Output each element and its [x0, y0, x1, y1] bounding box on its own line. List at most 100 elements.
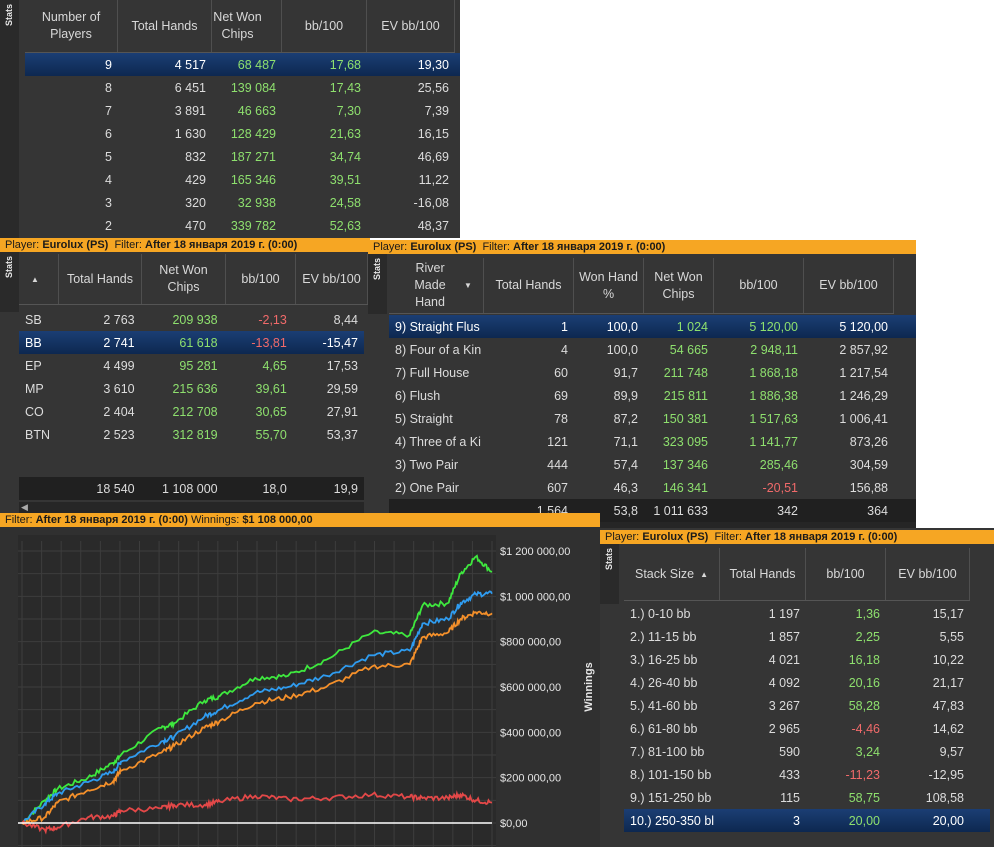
table-row[interactable]: 8) Four of a Kin 4 100,0 54 665 2 948,11 2 85…: [389, 338, 916, 361]
table-cell: 6.) 61-80 bb: [630, 721, 698, 736]
col-bb100[interactable]: bb/100: [226, 254, 296, 304]
table-row[interactable]: CO 2 404 212 708 30,65 27,91: [19, 400, 364, 423]
stats-side-tab[interactable]: Stats: [600, 544, 619, 604]
col-bb100[interactable]: bb/100: [282, 0, 367, 52]
table-row[interactable]: 7 3 891 46 663 7,30 7,39: [25, 99, 460, 122]
table-row[interactable]: 5 832 187 271 34,74 46,69: [25, 145, 460, 168]
players-rows: 9 4 517 68 487 17,68 19,30 8 6 451 139 084 17,43…: [25, 53, 460, 237]
table-row[interactable]: 6 1 630 128 429 21,63 16,15: [25, 122, 460, 145]
table-cell: 9) Straight Flus: [395, 319, 480, 334]
table-cell: 4,65: [262, 358, 287, 373]
table-cell: 873,26: [849, 434, 888, 449]
table-cell: 54 665: [669, 342, 708, 357]
players-panel: Stats Number of Players Total Hands Net …: [0, 0, 460, 238]
table-row[interactable]: 2) One Pair 607 46,3 146 341 -20,51 156,88: [389, 476, 916, 499]
position-horizontal-scrollbar[interactable]: ◀: [19, 502, 364, 513]
table-cell: 590: [779, 744, 800, 759]
table-row[interactable]: 6.) 61-80 bb 2 965 -4,46 14,62: [624, 717, 990, 740]
table-row[interactable]: EP 4 499 95 281 4,65 17,53: [19, 354, 364, 377]
position-totals: 18 540 1 108 000 18,0 19,9: [19, 477, 364, 500]
table-cell: 1 217,54: [839, 365, 888, 380]
table-row[interactable]: 4) Three of a Ki 121 71,1 323 095 1 141,77 87…: [389, 430, 916, 453]
table-row[interactable]: 9) Straight Flus 1 100,0 1 024 5 120,00 5 120…: [389, 315, 916, 338]
table-row[interactable]: 3) Two Pair 444 57,4 137 346 285,46 304,59: [389, 453, 916, 476]
table-cell: 1 630: [174, 126, 206, 141]
table-cell: 100,0: [606, 342, 638, 357]
table-cell: 7,30: [336, 103, 361, 118]
table-row[interactable]: 10.) 250-350 bl 3 20,00 20,00: [624, 809, 990, 832]
scroll-left-icon[interactable]: ◀: [21, 502, 28, 512]
table-row[interactable]: 3.) 16-25 bb 4 021 16,18 10,22: [624, 648, 990, 671]
col-total-hands[interactable]: Total Hands: [59, 254, 142, 304]
table-cell: 2: [105, 218, 112, 233]
table-row[interactable]: 7) Full House 60 91,7 211 748 1 868,18 1 217,…: [389, 361, 916, 384]
sort-up-icon: ▲: [31, 274, 39, 284]
table-row[interactable]: MP 3 610 215 636 39,61 29,59: [19, 377, 364, 400]
table-row[interactable]: 4 429 165 346 39,51 11,22: [25, 168, 460, 191]
col-number-of-players[interactable]: Number of Players: [25, 0, 118, 52]
col-ev-bb100[interactable]: EV bb/100: [804, 258, 894, 313]
table-row[interactable]: SB 2 763 209 938 -2,13 8,44: [19, 308, 364, 331]
stats-side-tab[interactable]: Stats: [0, 252, 19, 312]
table-row[interactable]: 7.) 81-100 bb 590 3,24 9,57: [624, 740, 990, 763]
col-bb100[interactable]: bb/100: [806, 548, 886, 600]
stats-side-tab[interactable]: Stats: [0, 0, 19, 238]
table-row[interactable]: 2 470 339 782 52,63 48,37: [25, 214, 460, 237]
table-cell: 4 092: [768, 675, 800, 690]
col-net-won-chips[interactable]: Net Won Chips: [212, 0, 282, 52]
table-cell: 4 021: [768, 652, 800, 667]
table-row[interactable]: 4.) 26-40 bb 4 092 20,16 21,17: [624, 671, 990, 694]
col-won-hand-pct[interactable]: Won Hand %: [574, 258, 644, 313]
col-total-hands[interactable]: Total Hands: [720, 548, 806, 600]
table-cell: 15,17: [932, 606, 964, 621]
table-cell: 137 346: [662, 457, 708, 472]
col-stack-size[interactable]: Stack Size ▲: [624, 548, 720, 600]
table-cell: 46,69: [417, 149, 449, 164]
table-row[interactable]: 3 320 32 938 24,58 -16,08: [25, 191, 460, 214]
col-ev-bb100[interactable]: EV bb/100: [296, 254, 368, 304]
col-total-hands[interactable]: Total Hands: [118, 0, 212, 52]
table-row[interactable]: 8.) 101-150 bb 433 -11,23 -12,95: [624, 763, 990, 786]
table-cell: 25,56: [417, 80, 449, 95]
table-cell: 8,44: [333, 312, 358, 327]
col-position[interactable]: ▲: [19, 254, 59, 304]
table-cell: 115: [780, 790, 800, 805]
table-cell: 215 811: [663, 388, 708, 403]
winnings-graph: $1 200 000,00 $1 000 000,00 $800 000,00 $60…: [18, 535, 595, 847]
stats-side-tab[interactable]: Stats: [368, 254, 387, 314]
table-cell: 1 197: [768, 606, 800, 621]
table-cell: 69: [554, 388, 568, 403]
table-row[interactable]: 5) Straight 78 87,2 150 381 1 517,63 1 006,41: [389, 407, 916, 430]
table-row[interactable]: 5.) 41-60 bb 3 267 58,28 47,83: [624, 694, 990, 717]
table-row[interactable]: 8 6 451 139 084 17,43 25,56: [25, 76, 460, 99]
hand-header-row: River Made Hand ▼ Total Hands Won Hand % …: [389, 258, 894, 314]
table-cell: 39,61: [255, 381, 287, 396]
table-row[interactable]: 9 4 517 68 487 17,68 19,30: [25, 53, 460, 76]
col-total-hands[interactable]: Total Hands: [484, 258, 574, 313]
table-cell: -16,08: [413, 195, 449, 210]
col-river-made-hand[interactable]: River Made Hand ▼: [389, 258, 484, 313]
table-cell: 9.) 151-250 bb: [630, 790, 712, 805]
table-row[interactable]: 6) Flush 69 89,9 215 811 1 886,38 1 246,29: [389, 384, 916, 407]
table-cell: 3: [105, 195, 112, 210]
col-net-won-chips[interactable]: Net Won Chips: [644, 258, 714, 313]
col-bb100[interactable]: bb/100: [714, 258, 804, 313]
col-ev-bb100[interactable]: EV bb/100: [886, 548, 970, 600]
table-row[interactable]: BB 2 741 61 618 -13,81 -15,47: [19, 331, 364, 354]
col-ev-bb100[interactable]: EV bb/100: [367, 0, 455, 52]
table-cell: 5,55: [939, 629, 964, 644]
table-cell: 1 011 633: [653, 503, 708, 518]
table-cell: 3 891: [174, 103, 206, 118]
table-row[interactable]: 9.) 151-250 bb 115 58,75 108,58: [624, 786, 990, 809]
col-net-won-chips[interactable]: Net Won Chips: [142, 254, 226, 304]
table-cell: 47,83: [932, 698, 964, 713]
table-cell: 320: [185, 195, 206, 210]
table-cell: 5 120,00: [749, 319, 798, 334]
table-cell: 95 281: [179, 358, 218, 373]
table-row[interactable]: 2.) 11-15 bb 1 857 2,25 5,55: [624, 625, 990, 648]
table-cell: -13,81: [251, 335, 287, 350]
table-cell: 312 819: [172, 427, 218, 442]
table-row[interactable]: 1.) 0-10 bb 1 197 1,36 15,17: [624, 602, 990, 625]
table-row[interactable]: BTN 2 523 312 819 55,70 53,37: [19, 423, 364, 446]
table-cell: 89,9: [613, 388, 638, 403]
